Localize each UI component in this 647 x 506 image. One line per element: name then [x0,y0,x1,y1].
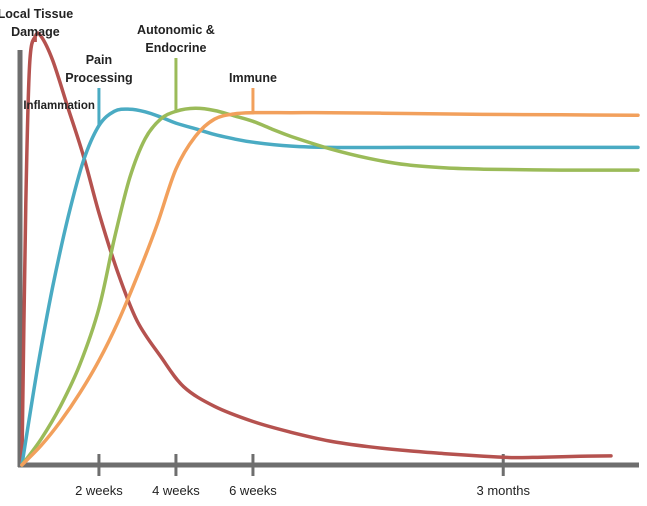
x-tick-label-6-weeks: 6 weeks [229,483,277,498]
x-tick-label-2-weeks: 2 weeks [75,483,123,498]
annotation-label-inflammation: Inflammation [23,100,95,112]
x-ticks: 2 weeks 4 weeks 6 weeks 3 months [75,454,530,498]
annotation-label-local-tissue-damage: Local Tissue Damage [0,7,73,39]
series-line-pain-processing [20,107,640,467]
x-tick-label-4-weeks: 4 weeks [152,483,200,498]
series-line-autonomic-endocrine [20,106,640,467]
x-tick-label-3-months: 3 months [476,483,530,498]
annotations: Local Tissue Damage Inflammation Pain Proces… [0,7,277,126]
annotation-label-immune: Immune [229,71,277,85]
annotation-label-pain-processing: Pain Processing [65,53,132,85]
series-lines [20,31,640,467]
series-line-immune [20,110,640,467]
annotation-label-autonomic-endocrine: Autonomic & Endocrine [137,23,215,55]
